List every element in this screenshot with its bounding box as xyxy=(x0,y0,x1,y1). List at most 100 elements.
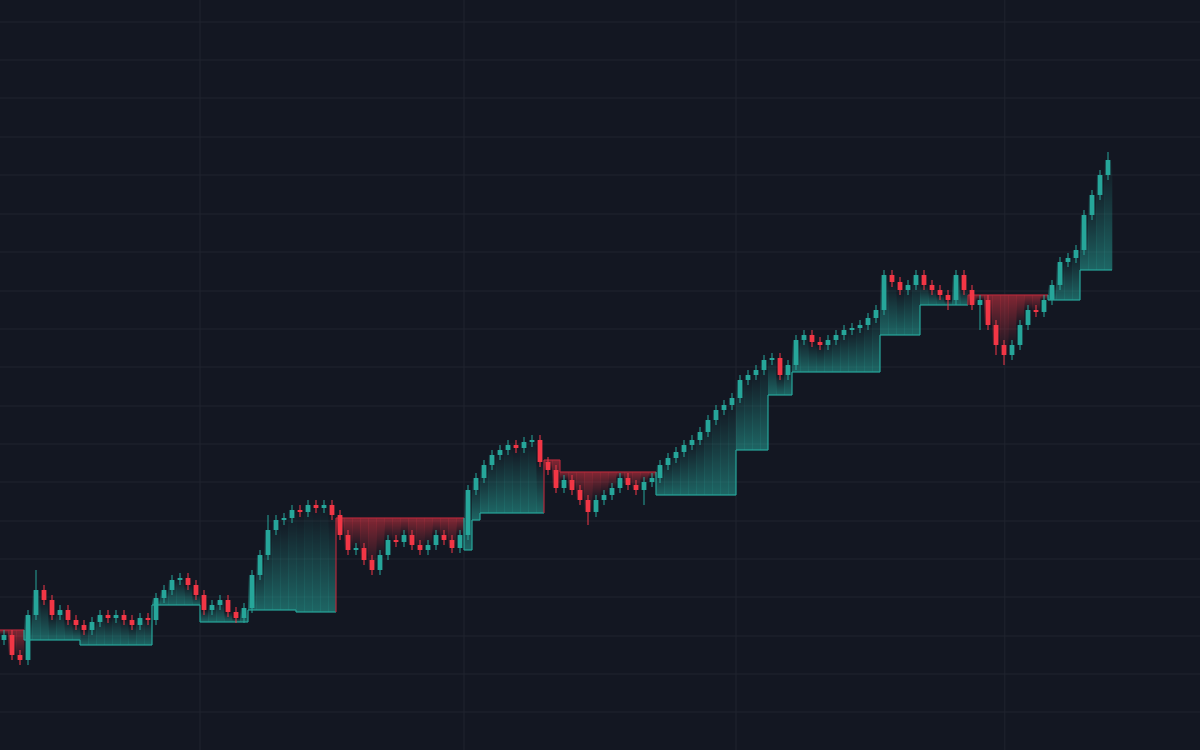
stop-fill xyxy=(472,478,481,520)
candle-body xyxy=(1097,175,1103,195)
stop-fill xyxy=(376,518,385,555)
candle-body xyxy=(417,545,423,550)
candle-body xyxy=(457,535,463,548)
candle-body xyxy=(585,500,591,512)
candle-body xyxy=(65,610,71,620)
candle-body xyxy=(393,540,399,542)
candle-body xyxy=(145,618,151,620)
candle-body xyxy=(401,535,407,542)
stop-fill xyxy=(920,285,929,305)
candle-body xyxy=(617,478,623,488)
candle-body xyxy=(561,480,567,488)
candle-body xyxy=(81,625,87,630)
candle-body xyxy=(801,335,807,340)
candle-body xyxy=(641,482,647,490)
stop-fill xyxy=(704,420,713,495)
stop-fill xyxy=(752,370,761,450)
candle-body xyxy=(737,380,743,398)
candle-body xyxy=(489,455,495,465)
candle-body xyxy=(361,548,367,560)
stop-fill xyxy=(760,360,769,450)
stop-fill xyxy=(960,290,969,305)
candle-body xyxy=(537,440,543,462)
stop-fill xyxy=(864,318,873,372)
candle-body xyxy=(217,600,223,605)
candle-body xyxy=(529,440,535,442)
stop-fill xyxy=(304,505,313,612)
stop-fill xyxy=(808,342,817,372)
stop-fill xyxy=(144,620,153,645)
candle-body xyxy=(1065,258,1071,262)
stop-fill xyxy=(280,518,289,610)
candle-body xyxy=(873,310,879,318)
candle-body xyxy=(657,465,663,478)
stop-fill xyxy=(480,465,489,513)
stop-fill xyxy=(136,618,145,645)
candle-body xyxy=(601,495,607,500)
stop-fill xyxy=(216,600,225,622)
stop-fill xyxy=(832,335,841,372)
candle-body xyxy=(1105,160,1111,175)
candle-body xyxy=(825,340,831,345)
candle-body xyxy=(689,440,695,445)
stop-fill xyxy=(512,448,521,513)
candle-body xyxy=(249,575,255,608)
stop-fill xyxy=(112,615,121,645)
candle-body xyxy=(785,365,791,375)
candle-body xyxy=(1081,215,1087,250)
candle-body xyxy=(1049,285,1055,300)
stop-fill xyxy=(696,432,705,495)
candle-body xyxy=(905,285,911,290)
stop-fill xyxy=(1008,295,1017,345)
stop-fill xyxy=(64,620,73,640)
stop-fill xyxy=(16,630,25,660)
candle-body xyxy=(697,432,703,440)
candle-body xyxy=(665,458,671,465)
stop-fill xyxy=(1016,295,1025,325)
candle-body xyxy=(97,615,103,622)
stop-fill xyxy=(448,518,457,548)
candle-body xyxy=(161,590,167,598)
candle-body xyxy=(17,655,23,660)
stop-fill xyxy=(520,442,529,513)
candle-body xyxy=(369,560,375,570)
stop-fill xyxy=(456,518,465,535)
candle-body xyxy=(729,398,735,405)
candle-body xyxy=(929,285,935,290)
stop-fill xyxy=(744,375,753,450)
stop-fill xyxy=(1104,160,1113,270)
candle-body xyxy=(1041,300,1047,312)
candle-body xyxy=(985,300,991,325)
stop-fill xyxy=(256,555,265,610)
stop-fill xyxy=(720,405,729,495)
candle-body xyxy=(609,488,615,495)
candle-body xyxy=(625,478,631,485)
candle-body xyxy=(241,608,247,618)
candle-body xyxy=(1089,195,1095,215)
stop-fill xyxy=(312,508,321,612)
candle-body xyxy=(817,342,823,345)
candle-body xyxy=(713,410,719,420)
candle-body xyxy=(513,445,519,448)
candle-body xyxy=(945,295,951,300)
stop-fill xyxy=(320,505,329,612)
candle-body xyxy=(449,540,455,548)
candle-body xyxy=(441,535,447,540)
candle-body xyxy=(569,480,575,490)
candle-body xyxy=(897,282,903,290)
stop-fill xyxy=(176,578,185,605)
stop-fill xyxy=(584,472,593,512)
stop-fill xyxy=(592,472,601,500)
candle-body xyxy=(73,620,79,625)
stop-fill xyxy=(1096,175,1105,270)
stop-fill xyxy=(264,530,273,610)
candle-body xyxy=(25,615,31,660)
stop-fill xyxy=(80,630,89,645)
candle-body xyxy=(673,452,679,458)
stop-fill xyxy=(328,515,337,612)
candle-body xyxy=(177,578,183,580)
stop-fill xyxy=(848,328,857,372)
candle-body xyxy=(849,328,855,330)
candle-body xyxy=(153,598,159,620)
